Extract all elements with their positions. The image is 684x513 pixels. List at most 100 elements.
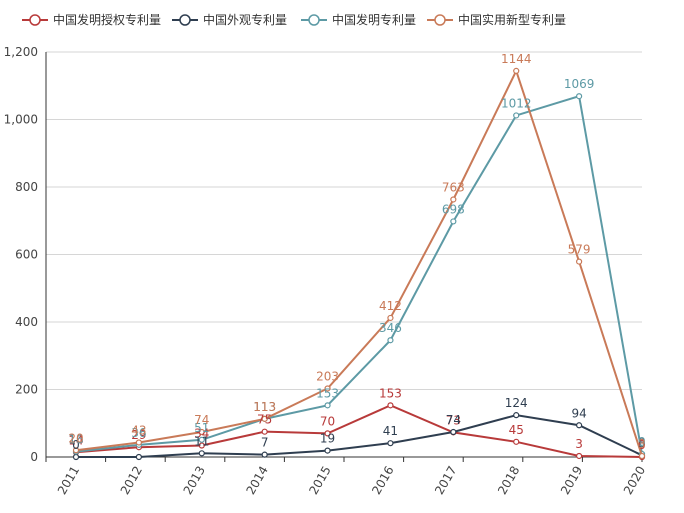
data-label: 113 <box>253 400 276 414</box>
y-tick-label: 400 <box>15 315 38 329</box>
data-label: 203 <box>316 369 339 383</box>
data-label: 0 <box>72 438 80 452</box>
x-tick-label: 2013 <box>181 464 208 497</box>
data-point <box>576 258 583 265</box>
y-tick-label: 600 <box>15 248 38 262</box>
data-label: 14 <box>68 433 83 447</box>
x-tick-label: 2015 <box>306 464 333 497</box>
data-label: 346 <box>379 321 402 335</box>
series-line <box>76 414 643 458</box>
data-label: 5 <box>638 436 646 450</box>
data-label: 51 <box>194 421 209 435</box>
data-label: 1012 <box>501 96 532 110</box>
data-label: 11 <box>194 434 209 448</box>
data-label: 153 <box>316 386 339 400</box>
legend-swatch-marker <box>308 14 320 26</box>
data-point <box>638 452 646 460</box>
data-point <box>513 112 520 119</box>
data-point <box>135 453 142 461</box>
data-label: 74 <box>194 413 209 427</box>
y-tick-label: 1,000 <box>4 113 38 127</box>
data-point <box>513 412 520 419</box>
y-tick-label: 1,200 <box>4 45 38 59</box>
data-point <box>576 93 583 100</box>
data-point <box>198 428 205 436</box>
data-point <box>135 439 142 446</box>
data-label: 9 <box>638 435 646 449</box>
y-tick-label: 0 <box>30 450 38 464</box>
data-point <box>72 447 80 454</box>
y-axis: 0 200 400 600 800 1,000 1,200 <box>4 45 47 464</box>
data-point <box>387 402 394 409</box>
data-point <box>261 428 268 435</box>
data-point <box>387 314 394 322</box>
data-label: 113 <box>253 400 276 414</box>
series-line <box>75 94 643 455</box>
y-tick-label: 800 <box>15 180 38 194</box>
data-label: 763 <box>442 180 465 194</box>
legend-swatch-marker <box>434 14 446 26</box>
legend-label: 中国发明专利量 <box>332 12 416 27</box>
data-point <box>324 447 331 454</box>
data-label: 16 <box>68 433 83 447</box>
series-lines <box>72 67 646 461</box>
data-point <box>513 438 520 445</box>
data-label: 3 <box>638 437 646 451</box>
x-tick-label: 2017 <box>432 464 459 497</box>
data-label: 7 <box>261 436 269 450</box>
data-label: 1144 <box>501 52 532 66</box>
data-label: 41 <box>383 424 398 438</box>
data-point <box>198 450 205 457</box>
data-label: 1069 <box>564 77 595 91</box>
data-label: 45 <box>509 423 524 437</box>
legend: 中国发明授权专利量 中国外观专利量 中国发明专利量 中国实用新型专利量 <box>22 12 566 27</box>
x-tick-label: 2019 <box>558 464 585 497</box>
data-label: 75 <box>257 413 272 427</box>
data-point <box>576 452 583 460</box>
data-point <box>513 67 520 75</box>
data-label: 579 <box>568 243 591 257</box>
data-point <box>72 453 80 461</box>
data-point <box>261 451 268 458</box>
data-label: 34 <box>194 427 209 441</box>
x-tick-label: 2011 <box>55 464 82 497</box>
data-point <box>198 436 205 443</box>
data-point <box>576 422 583 429</box>
data-point <box>198 442 205 449</box>
data-label: 94 <box>571 406 586 420</box>
data-label: 29 <box>131 428 146 442</box>
data-label: 19 <box>320 432 335 446</box>
legend-label: 中国发明授权专利量 <box>53 12 161 27</box>
x-tick-label: 2016 <box>369 464 396 497</box>
data-point <box>387 337 394 344</box>
legend-swatch-marker <box>179 14 191 26</box>
data-point <box>450 428 457 436</box>
data-point <box>387 440 394 447</box>
legend-label: 中国外观专利量 <box>203 12 287 27</box>
legend-swatch-marker <box>29 14 41 26</box>
data-point <box>324 430 331 437</box>
data-point <box>324 402 331 409</box>
legend-label: 中国实用新型专利量 <box>458 12 566 27</box>
data-point <box>261 415 268 422</box>
y-tick-label: 200 <box>15 383 38 397</box>
x-tick-label: 2014 <box>244 464 271 497</box>
series-line <box>75 404 643 458</box>
data-label: 20 <box>68 431 83 445</box>
data-point <box>450 218 457 225</box>
grid-lines <box>46 51 642 458</box>
series-line <box>75 68 643 457</box>
data-label: 43 <box>131 423 146 437</box>
data-label: 36 <box>131 426 146 440</box>
data-label: 3 <box>575 437 583 451</box>
data-label: 74 <box>446 413 461 427</box>
data-point <box>450 196 457 203</box>
data-label: 698 <box>442 202 465 216</box>
x-tick-label: 2018 <box>495 464 522 497</box>
data-label: 153 <box>379 386 402 400</box>
x-tick-label: 2012 <box>118 464 145 497</box>
data-point <box>324 385 331 392</box>
x-tick-label: 2020 <box>621 464 648 497</box>
